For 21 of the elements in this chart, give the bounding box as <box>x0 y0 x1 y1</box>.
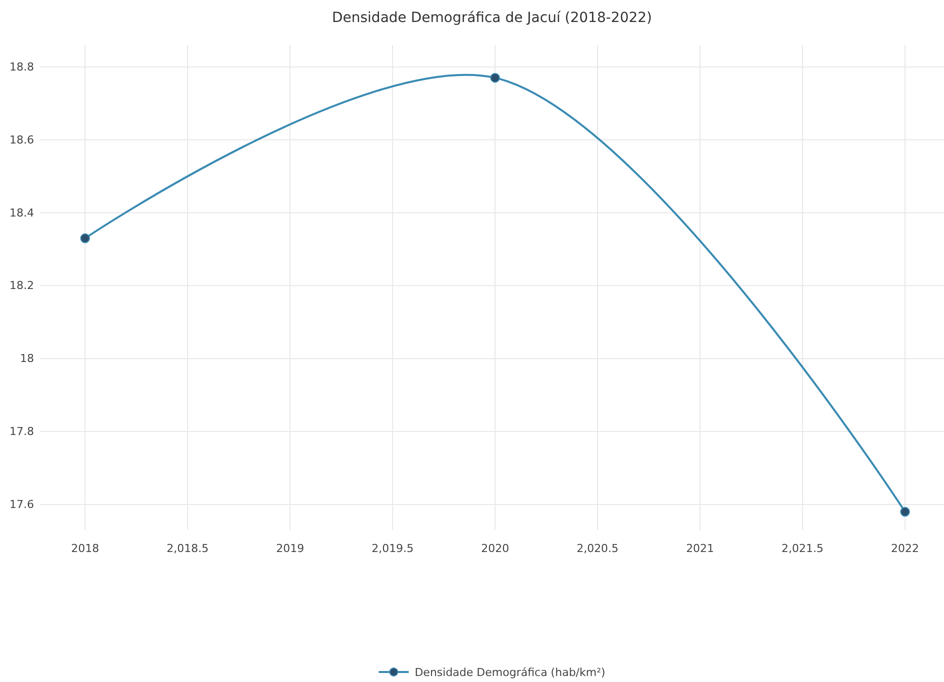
y-tick-label: 17.6 <box>10 498 34 511</box>
y-tick-label: 17.8 <box>10 425 34 438</box>
x-tick-label: 2,020.5 <box>576 542 619 555</box>
x-tick-label: 2020 <box>481 542 510 555</box>
point <box>900 506 910 517</box>
legend-label: Densidade Demográfica (hab/km²) <box>414 666 606 679</box>
x-tick-label: 2,021.5 <box>782 542 824 555</box>
y-tick-label: 18.8 <box>10 60 34 74</box>
x-tick-label: 2022 <box>891 542 920 555</box>
point <box>80 233 90 244</box>
y-tick-label: 18.4 <box>10 206 34 220</box>
point <box>490 72 500 83</box>
x-tick-label: 2,019.5 <box>372 542 414 555</box>
x-tick-label: 2,018.5 <box>166 542 209 555</box>
x-tick-label: 2019 <box>276 542 304 555</box>
y-tick-label: 18 <box>20 352 34 366</box>
y-tick-label: 18.6 <box>10 133 34 146</box>
x-tick-label: 2018 <box>71 542 100 555</box>
chart-title: Densidade Demográfica de Jacuí (2018-2022) <box>332 10 652 26</box>
x-tick-label: 2021 <box>686 542 714 555</box>
y-tick-label: 18.2 <box>10 279 34 292</box>
